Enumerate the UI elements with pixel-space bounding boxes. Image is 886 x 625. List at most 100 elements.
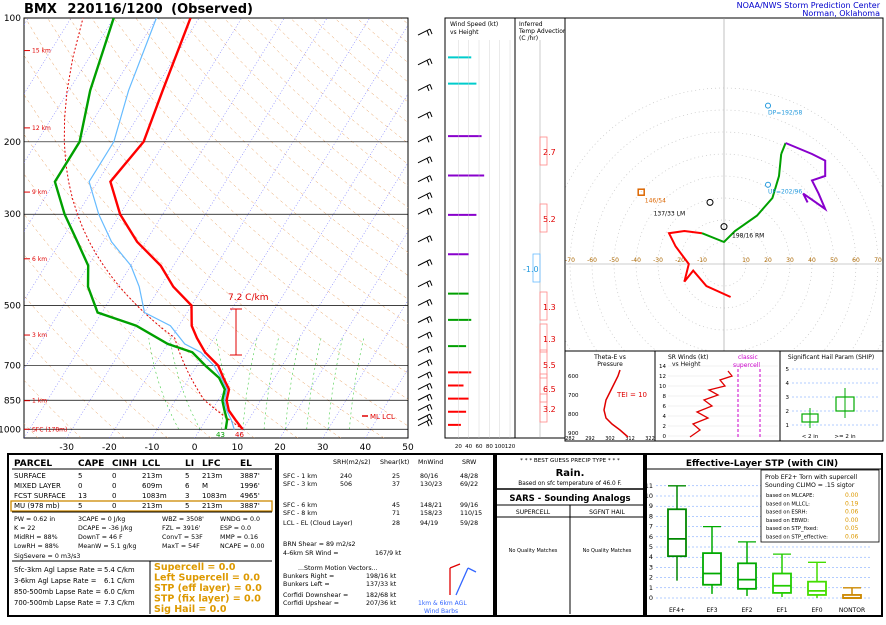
stp-y-tick: 8 <box>649 512 653 520</box>
theta-e-title-2: Pressure <box>597 361 623 368</box>
dewpoint-profile <box>55 18 227 429</box>
wind-barb-flag <box>430 404 432 409</box>
stp-y-tick: 1 <box>649 584 653 592</box>
sr-winds-title-1: SR Winds (kt) <box>668 354 709 361</box>
parcel-cell: 213m <box>202 472 222 480</box>
kinematic-cell: SFC - 1 km <box>283 473 317 480</box>
parcel-cell: 13 <box>78 492 87 500</box>
stp-box <box>738 563 756 589</box>
parcel-cell: 0 <box>112 482 116 490</box>
precip-title: * * * BEST GUESS PRECIP TYPE * * * <box>520 458 620 464</box>
parcel-cell: 3887' <box>240 472 260 480</box>
advection-value: 2.7 <box>543 148 556 157</box>
stp-prob-label: based on EBWD: <box>766 518 809 524</box>
wind-barb-flag <box>430 59 432 64</box>
dry-adiabat <box>0 18 341 438</box>
kinematic-cell: 130/23 <box>420 481 442 488</box>
wind-barb-flag <box>427 158 429 163</box>
wind-barb-flag <box>430 383 432 388</box>
wind-barb-flag <box>430 193 432 198</box>
temperature-profile <box>110 18 242 429</box>
parcel-cell: 0 <box>78 482 82 490</box>
moist-adiabat <box>149 338 179 429</box>
barbs-legend-2: Wind Barbs <box>424 608 458 615</box>
stp-box <box>668 509 686 556</box>
thermo-index: WBZ = 3508' <box>162 516 204 523</box>
height-label: 9 km <box>32 189 47 196</box>
moist-adiabat <box>307 338 321 429</box>
wind-barb-flag <box>427 318 429 323</box>
stp-prob-value: 0.05 <box>845 525 859 532</box>
stp-category: EF2 <box>741 607 752 614</box>
hodograph-tick: -50 <box>609 257 619 264</box>
theta-e-x-tick: 312 <box>625 436 635 442</box>
stp-prob-label: based on ESRH: <box>766 510 807 516</box>
stp-prob-value: 0.00 <box>845 492 859 499</box>
wind-barb-flag <box>430 372 432 377</box>
parcel-cell: 3 <box>185 492 189 500</box>
temp-tick-label: -20 <box>102 443 117 453</box>
advection-value: -1.0 <box>523 265 539 274</box>
brn-shear: BRN Shear = 89 m2/s2 <box>283 541 356 548</box>
hodograph-tick: -40 <box>631 257 641 264</box>
thermo-index: MeanW = 5.1 g/kg <box>78 543 136 550</box>
ship-y-tick: 5 <box>786 367 790 373</box>
kinematic-cell: 48/28 <box>460 473 478 480</box>
wind-speed-tick: 80 <box>486 444 493 450</box>
parcel-header: LI <box>185 459 194 469</box>
stp-category: EF3 <box>706 607 717 614</box>
isotherm <box>280 18 540 438</box>
isotherm <box>0 18 242 438</box>
kinematic-cell: 80/16 <box>420 473 438 480</box>
temp-tick-label: 0 <box>192 443 198 453</box>
parcel-cell: 213m <box>142 502 162 510</box>
stp-prob-value: 0.00 <box>845 517 859 524</box>
wind-barb-flag <box>427 282 429 287</box>
hodograph-tick: -30 <box>653 257 663 264</box>
composite-index: Supercell = 0.0 <box>154 562 236 573</box>
wind-barb-flag <box>430 260 432 265</box>
height-label: 3 km <box>32 332 47 339</box>
parcel-cell: MIXED LAYER <box>14 482 61 490</box>
height-label: 12 km <box>32 125 51 132</box>
wind-barb-flag <box>427 210 429 215</box>
wind-barb-flag <box>427 406 429 411</box>
kinematic-cell: 28 <box>392 520 400 527</box>
wind-speed-frame <box>445 18 515 438</box>
ship-category: >= 2 in <box>834 434 856 440</box>
wind-barb-flag <box>430 394 432 399</box>
station-title: BMX 220116/1200 (Observed) <box>24 2 253 17</box>
adv-title-2: Temp Advection <box>518 28 567 35</box>
isotherm <box>0 18 156 438</box>
dry-adiabat <box>70 18 558 438</box>
theta-e-y-tick: 900 <box>568 431 579 437</box>
stp-y-tick: 6 <box>649 533 653 541</box>
parcel-cell: SURFACE <box>14 472 46 480</box>
wetbulb-profile <box>89 18 234 429</box>
parcel-header: CINH <box>112 459 137 469</box>
advection-value: 5.2 <box>543 215 556 224</box>
parcel-cell: 1083m <box>202 492 227 500</box>
temp-tick-label: -10 <box>145 443 160 453</box>
wind-barb-flag <box>430 360 432 365</box>
ship-y-tick: 1 <box>786 423 790 429</box>
temp-tick-label: 40 <box>360 443 372 453</box>
stp-y-tick: 7 <box>649 523 653 531</box>
stp-y-tick: 10 <box>645 492 653 500</box>
temp-tick-label: 10 <box>232 443 244 453</box>
isotherm <box>152 18 412 438</box>
wind-barb-flag <box>430 29 432 34</box>
height-label: 1 km <box>32 398 47 405</box>
isotherm <box>109 18 369 438</box>
parcel-cell: 1083m <box>142 492 167 500</box>
temp-tick-label: 20 <box>274 443 286 453</box>
parcel-cell: 4965' <box>240 492 260 500</box>
ship-y-tick: 2 <box>786 409 790 415</box>
kinematic-header: SRW <box>462 459 477 466</box>
adv-title-1: Inferred <box>519 21 543 28</box>
wind-barbs-column <box>418 29 432 426</box>
wind-speed-title-2: vs Height <box>450 29 479 36</box>
